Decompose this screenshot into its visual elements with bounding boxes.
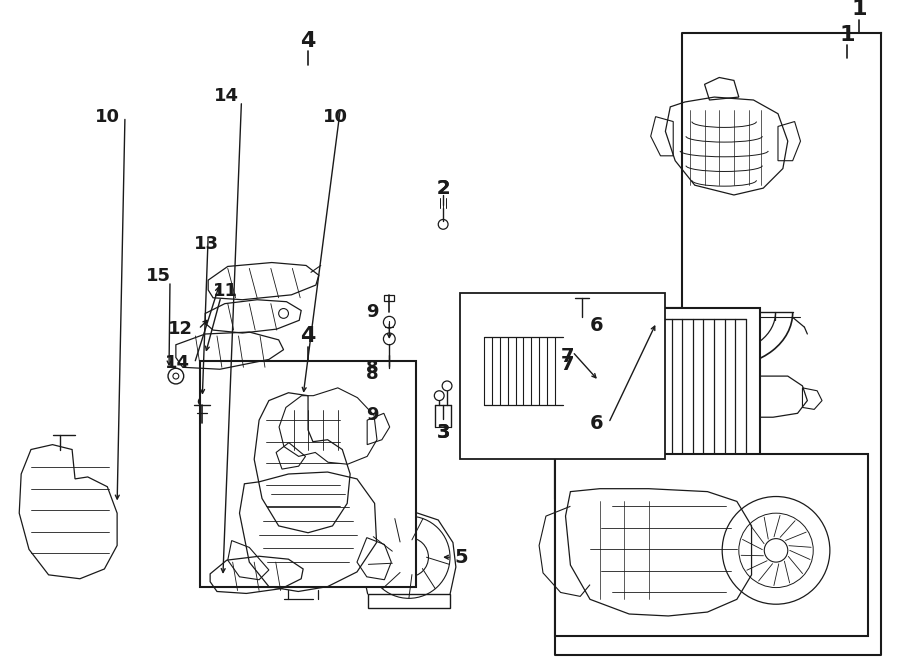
Text: 3: 3: [436, 424, 450, 442]
Text: 4: 4: [301, 31, 316, 52]
Text: 13: 13: [194, 235, 219, 253]
Text: 14: 14: [166, 354, 190, 372]
Text: 5: 5: [454, 548, 469, 566]
Text: 1: 1: [840, 25, 855, 46]
Text: 7: 7: [561, 347, 574, 366]
Text: 15: 15: [146, 267, 171, 286]
Text: 12: 12: [168, 320, 194, 338]
Text: 9: 9: [366, 303, 379, 321]
Text: 6: 6: [590, 316, 604, 334]
Bar: [384, 295, 394, 301]
Text: 2: 2: [436, 178, 450, 198]
Text: 3: 3: [436, 424, 450, 442]
Bar: [460, 293, 665, 459]
Bar: [201, 362, 416, 586]
Text: 10: 10: [323, 108, 348, 126]
Text: 11: 11: [213, 282, 238, 300]
Text: 4: 4: [301, 326, 316, 346]
Bar: [554, 454, 868, 635]
Text: 8: 8: [366, 360, 379, 377]
Text: 2: 2: [436, 178, 450, 198]
Bar: [554, 307, 760, 498]
Text: 6: 6: [590, 414, 604, 432]
Text: 9: 9: [366, 407, 379, 424]
Text: 7: 7: [561, 355, 574, 374]
Text: 14: 14: [214, 87, 239, 105]
Text: 10: 10: [94, 108, 120, 126]
Text: 1: 1: [851, 0, 867, 19]
Bar: [368, 594, 450, 608]
Text: 8: 8: [366, 365, 379, 383]
